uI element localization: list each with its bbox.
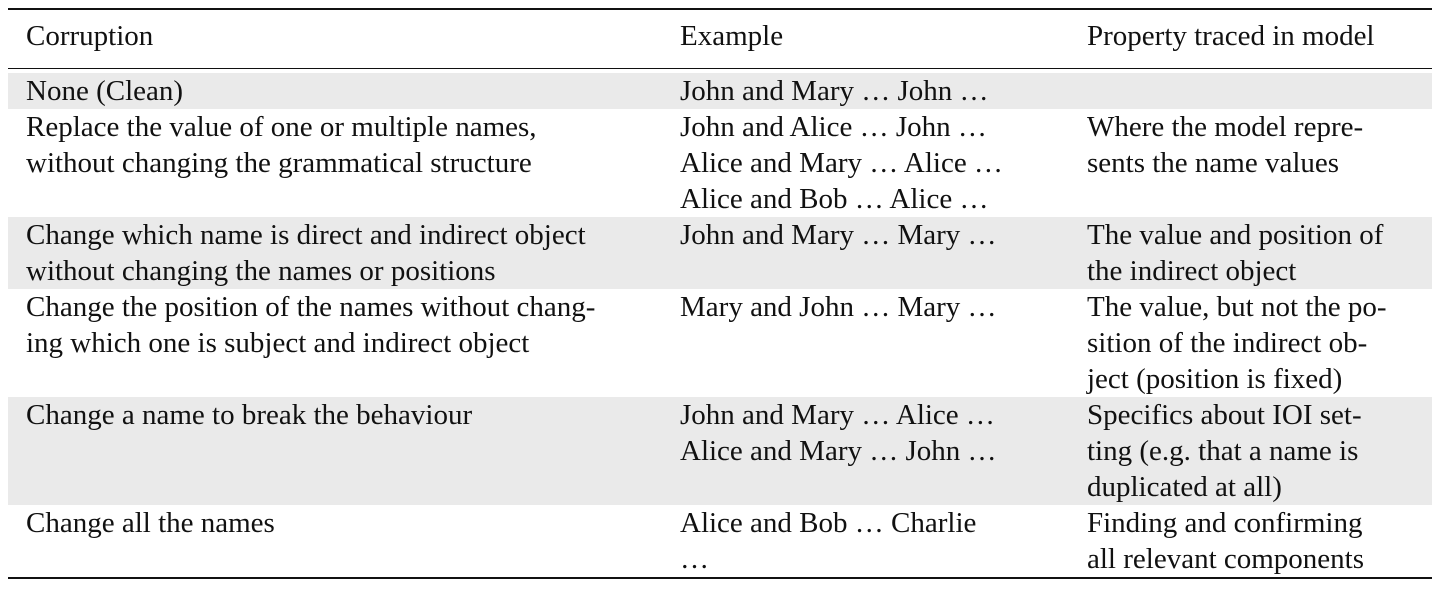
corruption-cell: Change which name is direct and indirect…: [26, 219, 586, 287]
property-cell: Specifics about IOI set- ting (e.g. that…: [1087, 399, 1362, 503]
property-cell: Finding and confirming all relevant comp…: [1087, 507, 1365, 575]
example-cell: John and Mary … Alice … Alice and Mary ……: [680, 399, 997, 467]
header-example: Example: [680, 20, 784, 52]
header-corruption: Corruption: [26, 20, 154, 52]
property-cell: [1070, 73, 1432, 109]
table-row: Change which name is direct and indirect…: [8, 217, 1432, 289]
property-cell: Where the model repre- sents the name va…: [1087, 111, 1364, 179]
corruption-cell: Change the position of the names without…: [26, 291, 596, 359]
table-header-row: Corruption Example Property traced in mo…: [8, 10, 1432, 54]
example-cell: John and Mary … John …: [680, 75, 989, 107]
table-row: None (Clean) John and Mary … John …: [8, 73, 1432, 109]
example-cell: Mary and John … Mary …: [680, 291, 997, 323]
corruption-cell: None (Clean): [26, 75, 184, 107]
table-row: Change a name to break the behaviour Joh…: [8, 397, 1432, 505]
corruption-cell: Change a name to break the behaviour: [26, 399, 473, 431]
corruption-table: Corruption Example Property traced in mo…: [8, 8, 1432, 579]
property-cell: The value, but not the po- sition of the…: [1087, 291, 1387, 395]
table-top-rule: [8, 8, 1432, 10]
table-bottom-rule: [8, 577, 1432, 579]
example-cell: John and Alice … John … Alice and Mary ……: [680, 111, 1003, 215]
example-cell: Alice and Bob … Charlie …: [680, 507, 977, 575]
property-cell: The value and position of the indirect o…: [1087, 219, 1384, 287]
table-row: Replace the value of one or multiple nam…: [8, 109, 1432, 217]
table-row: Change the position of the names without…: [8, 289, 1432, 397]
example-cell: John and Mary … Mary …: [680, 219, 997, 251]
corruption-cell: Replace the value of one or multiple nam…: [26, 111, 537, 179]
corruption-cell: Change all the names: [26, 507, 275, 539]
header-property: Property traced in model: [1087, 20, 1375, 52]
table-header-rule: [8, 68, 1432, 69]
table-body: None (Clean) John and Mary … John … Repl…: [8, 73, 1432, 577]
table-row: Change all the names Alice and Bob … Cha…: [8, 505, 1432, 577]
